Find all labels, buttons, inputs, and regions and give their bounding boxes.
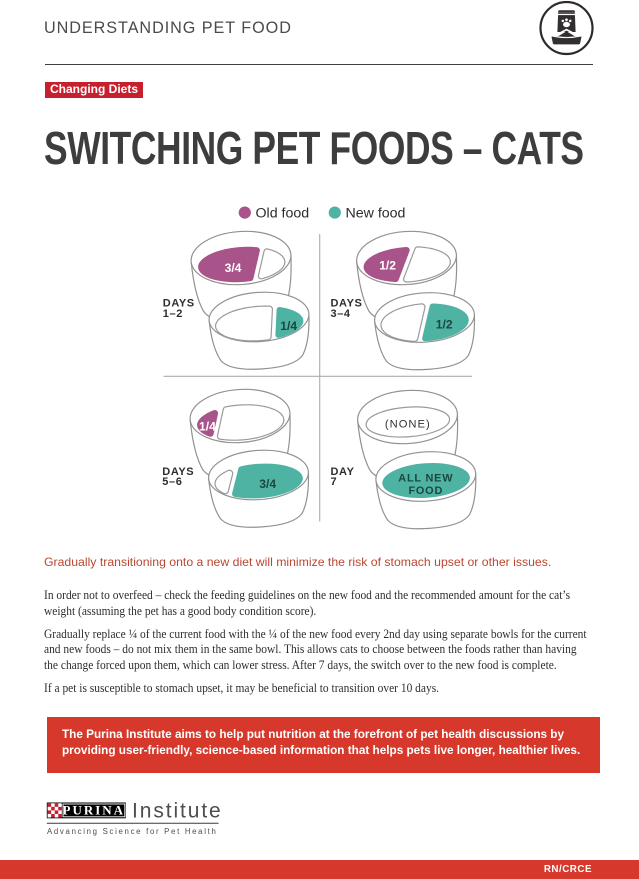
svg-text:Institute: Institute — [132, 800, 223, 823]
svg-text:1–2: 1–2 — [163, 308, 183, 320]
svg-text:Old food: Old food — [256, 206, 310, 222]
svg-text:DAYS: DAYS — [162, 466, 194, 478]
svg-text:1/4: 1/4 — [199, 419, 216, 433]
svg-text:FOOD: FOOD — [408, 485, 443, 497]
svg-text:3/4: 3/4 — [225, 261, 242, 275]
svg-text:DAYS: DAYS — [163, 298, 195, 310]
svg-text:5–6: 5–6 — [162, 476, 182, 488]
svg-text:DAYS: DAYS — [331, 298, 363, 310]
svg-text:(NONE): (NONE) — [385, 419, 431, 431]
svg-text:3–4: 3–4 — [331, 308, 351, 320]
svg-text:1/4: 1/4 — [280, 319, 297, 333]
svg-text:3/4: 3/4 — [259, 477, 276, 491]
svg-text:7: 7 — [331, 476, 338, 488]
svg-text:1/2: 1/2 — [436, 318, 453, 332]
svg-text:New food: New food — [346, 206, 406, 222]
svg-text:DAY: DAY — [331, 466, 355, 478]
svg-text:ALL NEW: ALL NEW — [398, 472, 453, 484]
svg-text:PURINA: PURINA — [63, 803, 126, 818]
svg-text:Advancing Science for Pet Heal: Advancing Science for Pet Health — [47, 827, 218, 836]
svg-text:1/2: 1/2 — [379, 259, 396, 273]
